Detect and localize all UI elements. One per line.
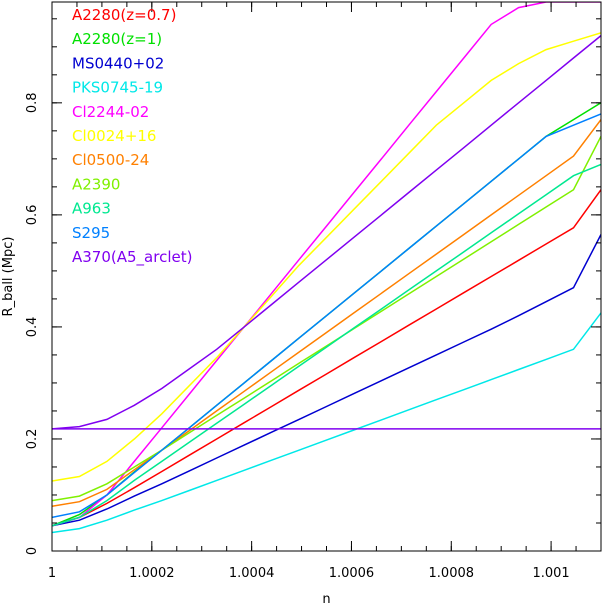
x-tick-label: 1.0008 (429, 566, 475, 581)
legend-entry: A2280(z=0.7) (72, 6, 176, 24)
series-line-cl0024-16 (52, 32, 601, 482)
axis-layer: 1 1.0002 1.0004 1.0006 1.0008 1.001 0 0.2 0.4 0.6… (25, 2, 602, 581)
y-tick-label: 0.4 (25, 317, 40, 338)
y-tick-label: 0.2 (25, 429, 40, 450)
legend-entry: A963 (72, 200, 111, 218)
x-axis-title: n (322, 592, 330, 607)
x-tick-label: 1 (48, 566, 56, 581)
legend-entry: A2280(z=1) (72, 30, 162, 48)
legend-entry: Cl0024+16 (72, 127, 156, 145)
y-tick-label: 0.8 (25, 92, 40, 113)
series-line-a370-a5-arclet- (52, 35, 601, 430)
y-tick-label: 0 (25, 547, 40, 555)
x-tick-label: 1.0004 (229, 566, 275, 581)
series-line-cl2244-02 (52, 2, 601, 527)
series-line-pks0745-19 (52, 312, 601, 534)
legend-entry: A2390 (72, 175, 120, 193)
x-tick-label: 1.001 (532, 566, 569, 581)
y-tick-label: 0.6 (25, 205, 40, 226)
legend-entry: Cl0500-24 (72, 151, 149, 169)
series-line-a2390 (52, 136, 601, 502)
legend-entry: MS0440+02 (72, 54, 164, 72)
legend: A2280(z=0.7) A2280(z=1) MS0440+02 PKS0745-1… (72, 6, 192, 267)
x-tick-label: 1.0002 (129, 566, 175, 581)
series-line-cl0500-24 (52, 119, 601, 507)
series-layer (52, 2, 601, 534)
legend-entry: PKS0745-19 (72, 79, 163, 97)
series-line-a963 (52, 163, 601, 527)
legend-entry: A370(A5_arclet) (72, 248, 192, 267)
series-line-s295 (52, 113, 601, 519)
legend-entry: S295 (72, 224, 110, 242)
legend-entry: Cl2244-02 (72, 103, 149, 121)
series-line-ms0440-02 (52, 234, 601, 527)
series-line-a2280-z-0-7- (52, 189, 601, 527)
x-tick-label: 1.0006 (329, 566, 375, 581)
y-axis-title: R_ball (Mpc) (1, 237, 16, 317)
